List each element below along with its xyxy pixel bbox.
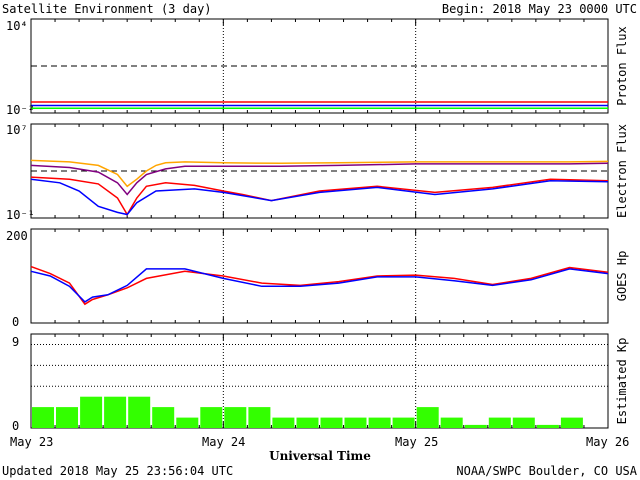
kp-bar [464, 424, 487, 428]
day-gridlines [30, 19, 609, 428]
kp-bar [104, 396, 127, 428]
orange-series-line [30, 159, 609, 188]
purple-series-line [30, 162, 609, 196]
kp-bar [536, 424, 559, 428]
xlabel-may26: May 26 [586, 435, 629, 449]
proton-ytick-max: 10⁴ [6, 19, 28, 33]
proton-flux-series [31, 65, 608, 110]
red-series-line [30, 265, 609, 306]
electron-ytick-min: 10⁻¹ [6, 208, 35, 222]
x-axis-title: Universal Time [269, 449, 371, 463]
kp-bar [296, 417, 319, 428]
electron-flux-label: Electron Flux [615, 124, 629, 218]
kp-bar [80, 396, 103, 428]
plot-title: Satellite Environment (3 day) [2, 2, 212, 16]
xlabel-may25: May 25 [395, 435, 438, 449]
kp-bar [344, 417, 367, 428]
kp-bar [320, 417, 343, 428]
blue-series-line [30, 178, 609, 216]
proton-flux-label: Proton Flux [615, 26, 629, 105]
begin-time: Begin: 2018 May 23 0000 UTC [442, 2, 637, 16]
kp-ytick-max: 9 [12, 335, 19, 349]
proton-ytick-min: 10⁻² [6, 103, 35, 117]
kp-bar [440, 417, 463, 428]
kp-bar [488, 417, 511, 428]
kp-bar [152, 407, 175, 428]
kp-bar [128, 396, 151, 428]
kp-bar [56, 407, 78, 428]
xlabel-may24: May 24 [202, 435, 245, 449]
kp-bar [272, 417, 295, 428]
kp-bar [32, 407, 54, 428]
estimated-kp-label: Estimated Kp [615, 338, 629, 425]
kp-bar [248, 407, 271, 428]
kp-bars [31, 343, 608, 428]
goes-hp-series [30, 265, 609, 306]
updated-timestamp: Updated 2018 May 25 23:56:04 UTC [2, 464, 233, 478]
hp-ytick-min: 0 [12, 315, 19, 329]
kp-bar [392, 417, 415, 428]
hp-ytick-max: 200 [6, 229, 28, 243]
kp-bar [560, 417, 583, 428]
xlabel-may23: May 23 [10, 435, 53, 449]
kp-bar [512, 417, 535, 428]
hp-panel-frame [30, 228, 609, 324]
kp-bar [224, 407, 247, 428]
kp-bar [416, 407, 439, 428]
blue-series-line [30, 268, 609, 303]
electron-flux-series [30, 159, 609, 216]
electron-ytick-max: 10⁷ [6, 123, 28, 137]
credit-text: NOAA/SWPC Boulder, CO USA [456, 464, 637, 478]
red-series-line [30, 176, 609, 216]
kp-bar [368, 417, 391, 428]
kp-ytick-min: 0 [12, 419, 19, 433]
goes-hp-label: GOES Hp [615, 251, 629, 302]
kp-bar [176, 417, 199, 428]
kp-bar [200, 407, 223, 428]
